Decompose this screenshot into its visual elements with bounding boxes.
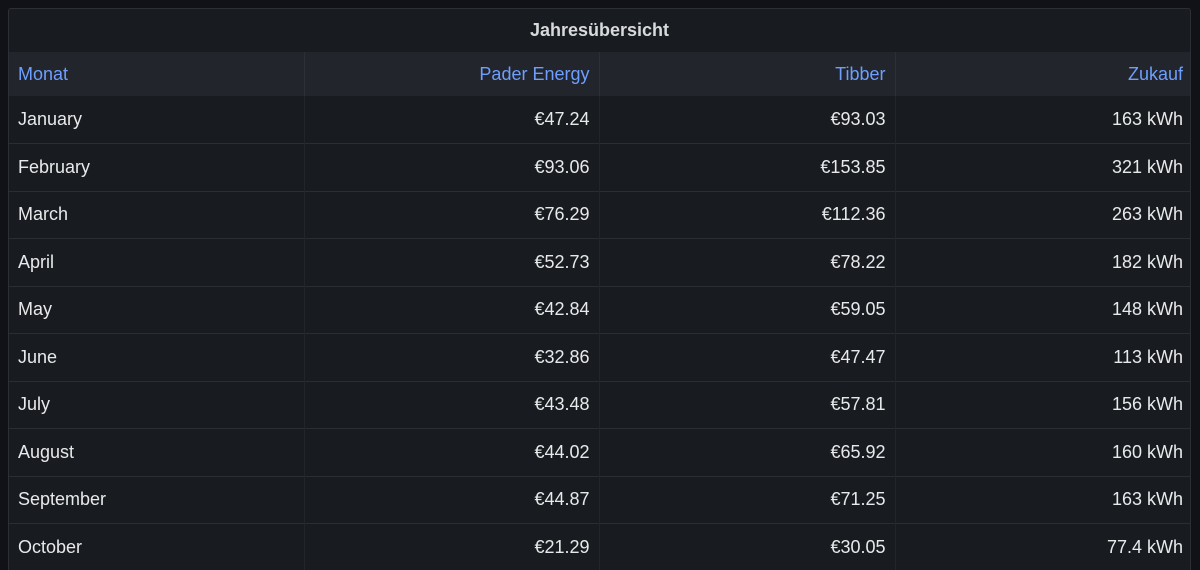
cell-tibber: €65.92 [599,428,896,476]
cell-month: June [9,333,305,381]
cell-tibber: €93.03 [599,96,896,144]
table-header-row: Monat Pader Energy Tibber Zukauf [9,52,1190,96]
cell-zukauf: 321 kWh [1111,156,1183,177]
cell-pader-energy: €52.73 [304,238,600,286]
cell-month: February [9,143,305,191]
table-row: June €32.86 €47.47 113 kWh [9,333,1190,381]
cell-zukauf: 160 kWh [1111,441,1183,462]
table-body: January €47.24 €93.03 163 kWh February €… [9,96,1190,570]
cell-tibber: €59.05 [599,286,896,334]
table-row: May €42.84 €59.05 148 kWh [9,286,1190,334]
cell-pader-energy: €44.02 [304,428,600,476]
cell-pader-energy: €42.84 [304,286,600,334]
data-table: Monat Pader Energy Tibber Zukauf January… [9,52,1190,570]
table-panel: Jahresübersicht Monat Pader Energy Tibbe… [8,8,1191,570]
cell-month: January [9,96,305,144]
cell-tibber: €71.25 [599,476,896,524]
cell-zukauf: 263 kWh [1111,204,1183,225]
table-row: February €93.06 €153.85 321 kWh [9,143,1190,191]
table-row: August €44.02 €65.92 160 kWh [9,428,1190,476]
cell-month: September [9,476,305,524]
cell-pader-energy: €21.29 [304,523,600,570]
panel-title[interactable]: Jahresübersicht [529,20,670,40]
cell-zukauf: 156 kWh [1111,394,1183,415]
table-row: March €76.29 €112.36 263 kWh [9,191,1190,239]
cell-pader-energy: €93.06 [304,143,600,191]
cell-month: May [9,286,305,334]
cell-month: August [9,428,305,476]
cell-pader-energy: €32.86 [304,333,600,381]
table-row: July €43.48 €57.81 156 kWh [9,381,1190,429]
column-header-pader-energy[interactable]: Pader Energy [304,52,600,96]
cell-month: April [9,238,305,286]
column-header-monat[interactable]: Monat [9,52,305,96]
cell-month: March [9,191,305,239]
cell-zukauf: 182 kWh [1111,251,1183,272]
column-header-tibber[interactable]: Tibber [599,52,896,96]
cell-tibber: €112.36 [599,191,896,239]
cell-zukauf: 163 kWh [1111,489,1183,510]
cell-tibber: €78.22 [599,238,896,286]
table-row: January €47.24 €93.03 163 kWh [9,96,1190,144]
cell-pader-energy: €76.29 [304,191,600,239]
cell-zukauf: 163 kWh [1111,109,1183,129]
cell-tibber: €153.85 [599,143,896,191]
table-row: April €52.73 €78.22 182 kWh [9,238,1190,286]
cell-zukauf: 113 kWh [1113,346,1183,367]
cell-pader-energy: €43.48 [304,381,600,429]
cell-zukauf: 148 kWh [1111,299,1183,320]
cell-tibber: €47.47 [599,333,896,381]
table-row: September €44.87 €71.25 163 kWh [9,476,1190,524]
cell-month: October [9,523,305,570]
cell-pader-energy: €44.87 [304,476,600,524]
cell-zukauf: 77.4 kWh [1106,537,1183,557]
cell-tibber: €30.05 [599,523,896,570]
cell-month: July [9,381,305,429]
cell-pader-energy: €47.24 [304,96,600,144]
table-row: October €21.29 €30.05 77.4 kWh [9,523,1190,570]
cell-tibber: €57.81 [599,381,896,429]
column-header-zukauf[interactable]: Zukauf [1127,63,1183,84]
